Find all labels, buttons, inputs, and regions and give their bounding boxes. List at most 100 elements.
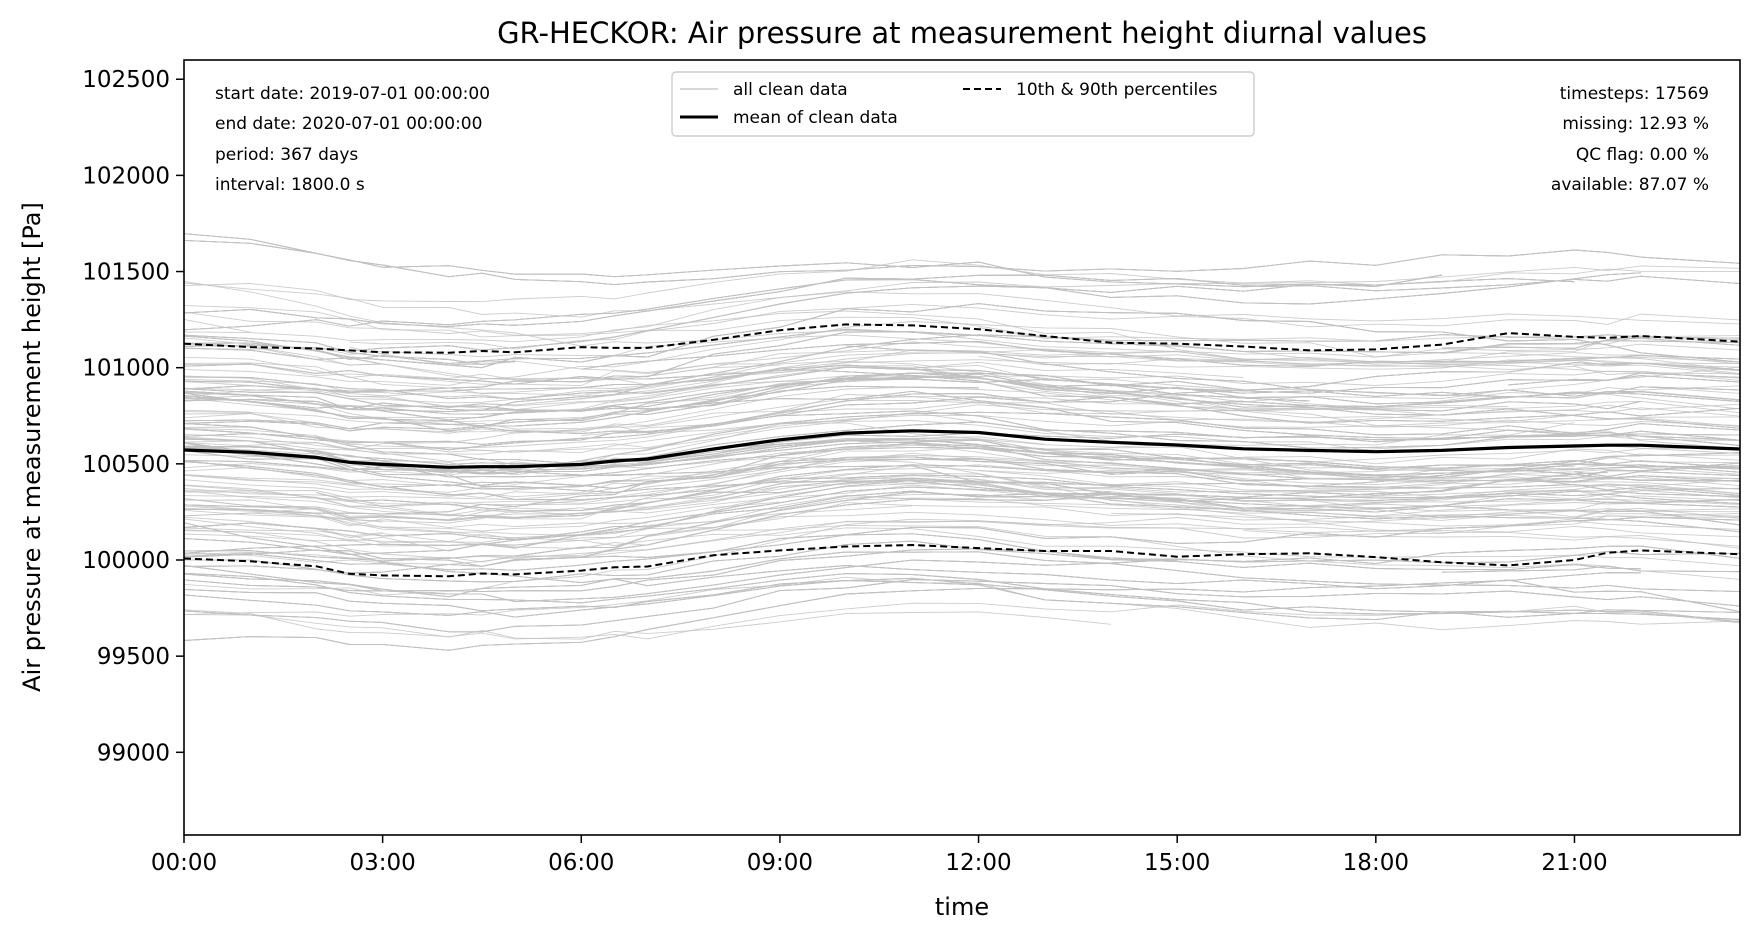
p90-line bbox=[183, 323, 1741, 354]
clean-data-line bbox=[183, 378, 1741, 424]
legend: all clean data mean of clean data 10th &… bbox=[671, 71, 1255, 137]
y-axis-label: Air pressure at measurement height [Pa] bbox=[18, 202, 46, 692]
clean-data-line bbox=[183, 442, 1741, 533]
clean-data-line bbox=[1243, 448, 1741, 465]
clean-data-line bbox=[183, 233, 1741, 286]
clean-data-line bbox=[183, 572, 1641, 651]
y-tick-label: 99500 bbox=[97, 644, 170, 670]
clean-data-line bbox=[183, 373, 1310, 430]
clean-data-line bbox=[183, 274, 1575, 328]
info-right: timesteps: 17569 missing: 12.93 % QC fla… bbox=[1551, 84, 1709, 195]
legend-label-percentiles: 10th & 90th percentiles bbox=[1016, 80, 1218, 100]
clean-data-line bbox=[183, 580, 1741, 621]
x-axis: 00:00 03:00 06:00 09:00 12:00 15:00 18:00 21:00 bbox=[151, 835, 1608, 876]
y-tick-label: 101500 bbox=[82, 260, 170, 286]
legend-label-mean: mean of clean data bbox=[733, 108, 898, 128]
clean-data-line bbox=[183, 386, 1376, 451]
clean-data-line bbox=[183, 372, 1741, 432]
clean-data-line bbox=[183, 545, 1741, 603]
clean-data-line bbox=[183, 385, 979, 412]
clean-data-line bbox=[183, 516, 582, 543]
legend-label-all-clean-data: all clean data bbox=[733, 80, 848, 100]
x-tick-label: 12:00 bbox=[945, 850, 1011, 876]
y-tick-label: 102500 bbox=[82, 67, 170, 93]
info-interval: interval: 1800.0 s bbox=[215, 175, 365, 195]
clean-data-line bbox=[183, 395, 1741, 487]
clean-data-line bbox=[183, 376, 1741, 429]
clean-data-line bbox=[183, 347, 383, 365]
statistics-lines bbox=[183, 323, 1741, 578]
clean-data-line bbox=[183, 455, 1575, 499]
legend-box bbox=[671, 71, 1255, 137]
clean-data-line bbox=[183, 282, 1741, 325]
clean-data-line bbox=[183, 442, 1310, 489]
clean-data-line bbox=[183, 512, 1741, 563]
clean-data-line bbox=[183, 501, 780, 532]
info-timesteps: timesteps: 17569 bbox=[1560, 84, 1709, 104]
clean-data-line bbox=[183, 533, 1178, 567]
x-tick-label: 00:00 bbox=[151, 850, 217, 876]
x-tick-label: 09:00 bbox=[747, 850, 813, 876]
clean-data-line bbox=[349, 303, 1741, 350]
clean-data-line bbox=[183, 435, 1741, 498]
clean-data-line bbox=[183, 410, 1741, 449]
clean-data-line bbox=[183, 551, 1741, 598]
clean-data-line bbox=[183, 611, 1112, 640]
x-tick-label: 18:00 bbox=[1343, 850, 1409, 876]
clean-data-line bbox=[1574, 471, 1741, 477]
clean-data-line bbox=[183, 479, 1741, 549]
clean-data-line bbox=[183, 349, 1741, 409]
clean-data-line bbox=[183, 471, 1608, 574]
clean-data-line bbox=[1243, 530, 1741, 547]
clean-data-line bbox=[183, 490, 1112, 541]
clean-data-line bbox=[183, 457, 1741, 496]
mean-line bbox=[183, 429, 1741, 469]
clean-data-line bbox=[183, 352, 1741, 404]
clean-data-line bbox=[183, 518, 1741, 580]
y-tick-label: 102000 bbox=[82, 163, 170, 189]
x-tick-label: 21:00 bbox=[1541, 850, 1607, 876]
y-tick-label: 100000 bbox=[82, 548, 170, 574]
y-tick-label: 99000 bbox=[97, 740, 170, 766]
clean-data-line bbox=[183, 464, 1178, 521]
clean-data-line bbox=[1508, 375, 1741, 386]
clean-data-line bbox=[183, 522, 1741, 613]
clean-data-line bbox=[1441, 565, 1741, 573]
y-axis: 99000 99500 100000 100500 101000 101500 102000… bbox=[82, 67, 184, 766]
clean-data-line bbox=[316, 477, 1741, 526]
clean-data-line bbox=[183, 265, 1741, 343]
clean-data-line bbox=[183, 548, 1741, 593]
clean-data-line bbox=[183, 331, 1741, 394]
clean-data-line bbox=[183, 439, 1741, 475]
clean-data-line bbox=[846, 345, 1741, 401]
clean-data-line bbox=[183, 443, 1741, 515]
x-axis-label: time bbox=[935, 893, 989, 921]
clean-data-line bbox=[183, 577, 1741, 618]
clean-data-line bbox=[978, 355, 1741, 370]
info-available: available: 87.07 % bbox=[1551, 175, 1709, 195]
clean-data-line bbox=[978, 465, 1741, 492]
chart-title: GR-HECKOR: Air pressure at measurement h… bbox=[497, 16, 1427, 50]
clean-data-line bbox=[1640, 386, 1741, 394]
clean-data-line bbox=[183, 462, 1741, 554]
clean-data-line bbox=[183, 341, 1741, 387]
clean-data-line bbox=[183, 362, 1741, 435]
info-qc-flag: QC flag: 0.00 % bbox=[1576, 145, 1709, 165]
clean-data-line bbox=[1574, 362, 1741, 366]
clean-data-line bbox=[183, 361, 1244, 411]
clean-data-line bbox=[183, 512, 648, 529]
clean-data-line bbox=[183, 572, 1741, 623]
clean-data-line bbox=[183, 372, 1244, 428]
x-tick-label: 15:00 bbox=[1144, 850, 1210, 876]
clean-data-line bbox=[183, 401, 1741, 450]
info-period: period: 367 days bbox=[215, 145, 358, 165]
clean-data-line bbox=[1110, 512, 1741, 530]
clean-data-line bbox=[183, 472, 1741, 521]
clean-data-line bbox=[183, 393, 1641, 451]
clean-data-line bbox=[183, 328, 979, 365]
clean-data-line bbox=[183, 464, 1741, 524]
clean-data-line bbox=[183, 239, 1741, 292]
clean-data-line bbox=[183, 436, 1741, 521]
clean-data-line bbox=[183, 504, 383, 523]
